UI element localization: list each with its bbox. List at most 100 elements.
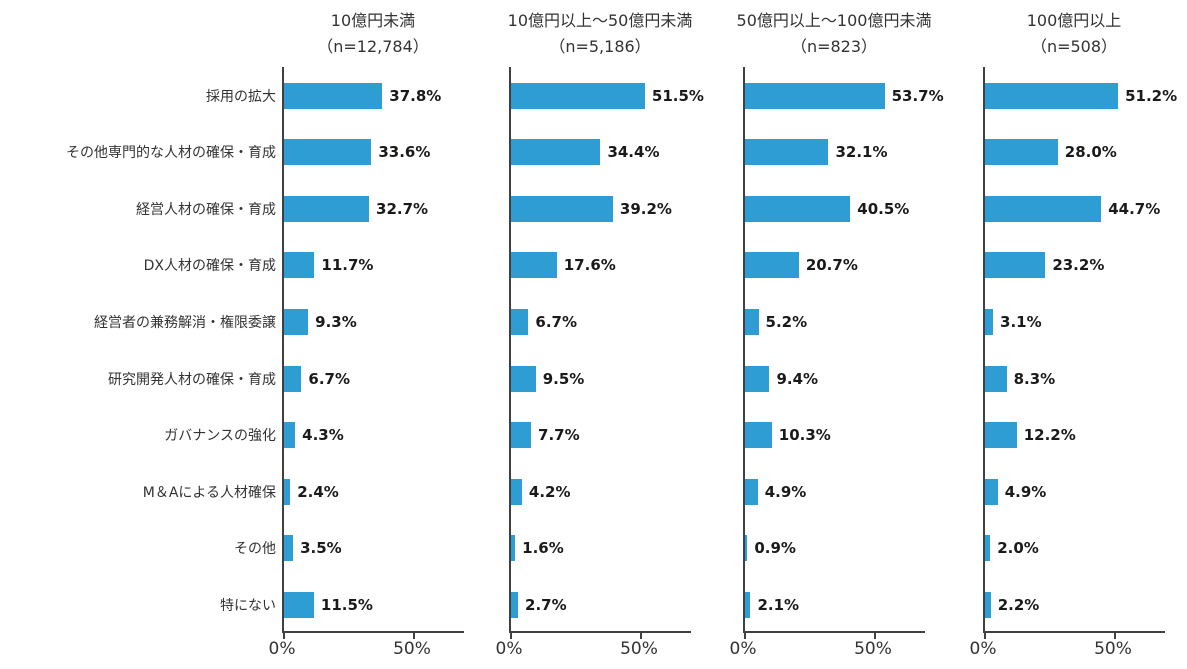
panel-header: 100億円以上 （n=508）: [1027, 8, 1122, 60]
bar-row: 5.2%: [745, 293, 925, 350]
category-label: その他: [234, 541, 276, 558]
bar-row: 17.6%: [511, 237, 691, 294]
bar: [985, 422, 1017, 449]
bar-row: 34.4%: [511, 124, 691, 181]
bar-row: 9.4%: [745, 350, 925, 407]
bar-value-label: 9.4%: [776, 369, 819, 388]
bar: [985, 365, 1007, 392]
bar-value-label: 4.9%: [764, 482, 807, 501]
panel-title: 100億円以上: [1026, 11, 1122, 30]
bar: [985, 139, 1058, 166]
bar-row: 1.6%: [511, 520, 691, 577]
bar: [745, 82, 885, 109]
panel-header: 10億円以上～50億円未満 （n=5,186）: [508, 8, 693, 60]
category-label: 特にない: [220, 597, 276, 614]
bar-value-label: 0.9%: [754, 539, 796, 558]
bar-row: 4.3%: [284, 407, 464, 464]
bar-value-label: 2.0%: [997, 539, 1039, 558]
bar: [745, 478, 758, 505]
x-axis-tick-label: 0%: [495, 639, 523, 659]
bar-row: 2.1%: [745, 576, 925, 633]
bar: [511, 252, 557, 279]
category-label: M＆Aによる人材確保: [142, 484, 276, 501]
bar-row: 33.6%: [284, 124, 464, 181]
bar-value-label: 32.7%: [376, 199, 429, 218]
bar: [511, 195, 613, 222]
bar-row: 9.5%: [511, 350, 691, 407]
bar-value-label: 2.1%: [757, 595, 800, 614]
bar: [511, 82, 645, 109]
bar-value-label: 4.9%: [1004, 482, 1047, 501]
bar-row: 23.2%: [985, 237, 1165, 294]
x-axis-tick-label: 0%: [268, 639, 296, 659]
bar-value-label: 40.5%: [857, 199, 910, 218]
bar-value-label: 11.7%: [321, 256, 374, 275]
bar-row: 28.0%: [985, 124, 1165, 181]
bar: [284, 535, 294, 562]
bar: [985, 308, 994, 335]
bar-value-label: 10.3%: [778, 426, 831, 445]
category-label: 経営者の兼務解消・権限委譲: [94, 314, 276, 331]
bar-row: 4.9%: [745, 463, 925, 520]
bar-value-label: 6.7%: [308, 369, 351, 388]
panel-subtitle: （n=12,784）: [317, 37, 429, 56]
bar-row: 9.3%: [284, 293, 464, 350]
bar-row: 10.3%: [745, 407, 925, 464]
bar-row: 51.5%: [511, 67, 704, 124]
bar: [284, 422, 296, 449]
bar-row: 32.1%: [745, 124, 925, 181]
category-label: その他専門的な人材の確保・育成: [66, 145, 276, 162]
bar-value-label: 17.6%: [563, 256, 616, 275]
bar-value-label: 53.7%: [891, 86, 944, 105]
bar-value-label: 6.7%: [535, 312, 578, 331]
bar: [284, 478, 291, 505]
bar-row: 12.2%: [985, 407, 1165, 464]
panel-title: 10億円以上～50億円未満: [507, 11, 693, 30]
bar-row: 44.7%: [985, 180, 1165, 237]
category-label: 採用の拡大: [206, 88, 276, 105]
bar-value-label: 33.6%: [378, 143, 431, 162]
bar-value-label: 8.3%: [1013, 369, 1056, 388]
panel-subtitle: （n=508）: [1030, 37, 1118, 56]
bar-row: 51.2%: [985, 67, 1177, 124]
bar: [745, 422, 772, 449]
x-axis-tick: [283, 631, 285, 639]
bar: [284, 308, 309, 335]
bar-value-label: 4.3%: [302, 426, 344, 445]
bar: [511, 422, 532, 449]
bar-row: 0.9%: [745, 520, 925, 577]
bar-value-label: 23.2%: [1052, 256, 1105, 275]
bar-value-label: 3.1%: [1000, 312, 1042, 331]
bar-value-label: 34.4%: [607, 143, 660, 162]
bar-value-label: 2.7%: [525, 595, 567, 614]
bar-row: 37.8%: [284, 67, 464, 124]
bar-row: 2.7%: [511, 576, 691, 633]
bar-row: 11.5%: [284, 576, 464, 633]
bar-row: 3.5%: [284, 520, 464, 577]
bar: [985, 82, 1119, 109]
bar-row: 32.7%: [284, 180, 464, 237]
bar: [985, 252, 1046, 279]
panel-header: 50億円以上～100億円未満 （n=823）: [737, 8, 932, 60]
bar-value-label: 51.2%: [1125, 86, 1178, 105]
bar-value-label: 1.6%: [522, 539, 564, 558]
bar-value-label: 44.7%: [1108, 199, 1161, 218]
x-axis-tick-label: 0%: [729, 639, 757, 659]
bar: [284, 252, 315, 279]
panel-title: 50億円以上～100億円未満: [736, 11, 932, 30]
panel-subtitle: （n=823）: [790, 37, 878, 56]
bar-value-label: 7.7%: [538, 426, 580, 445]
bar-row: 6.7%: [511, 293, 691, 350]
x-axis-tick: [744, 631, 746, 639]
panel-plot-area: 53.7% 32.1% 40.5% 20.7% 5.2% 9.4% 10.3% 4.9% 0.9…: [743, 67, 944, 639]
bar-value-label: 9.3%: [315, 312, 357, 331]
bar: [745, 252, 799, 279]
bar: [745, 535, 748, 562]
bar-value-label: 2.4%: [297, 482, 339, 501]
bar-row: 4.9%: [985, 463, 1165, 520]
bar: [511, 139, 601, 166]
x-axis-tick: [1114, 631, 1116, 639]
bar: [745, 139, 829, 166]
bar: [745, 308, 759, 335]
bar: [985, 535, 991, 562]
